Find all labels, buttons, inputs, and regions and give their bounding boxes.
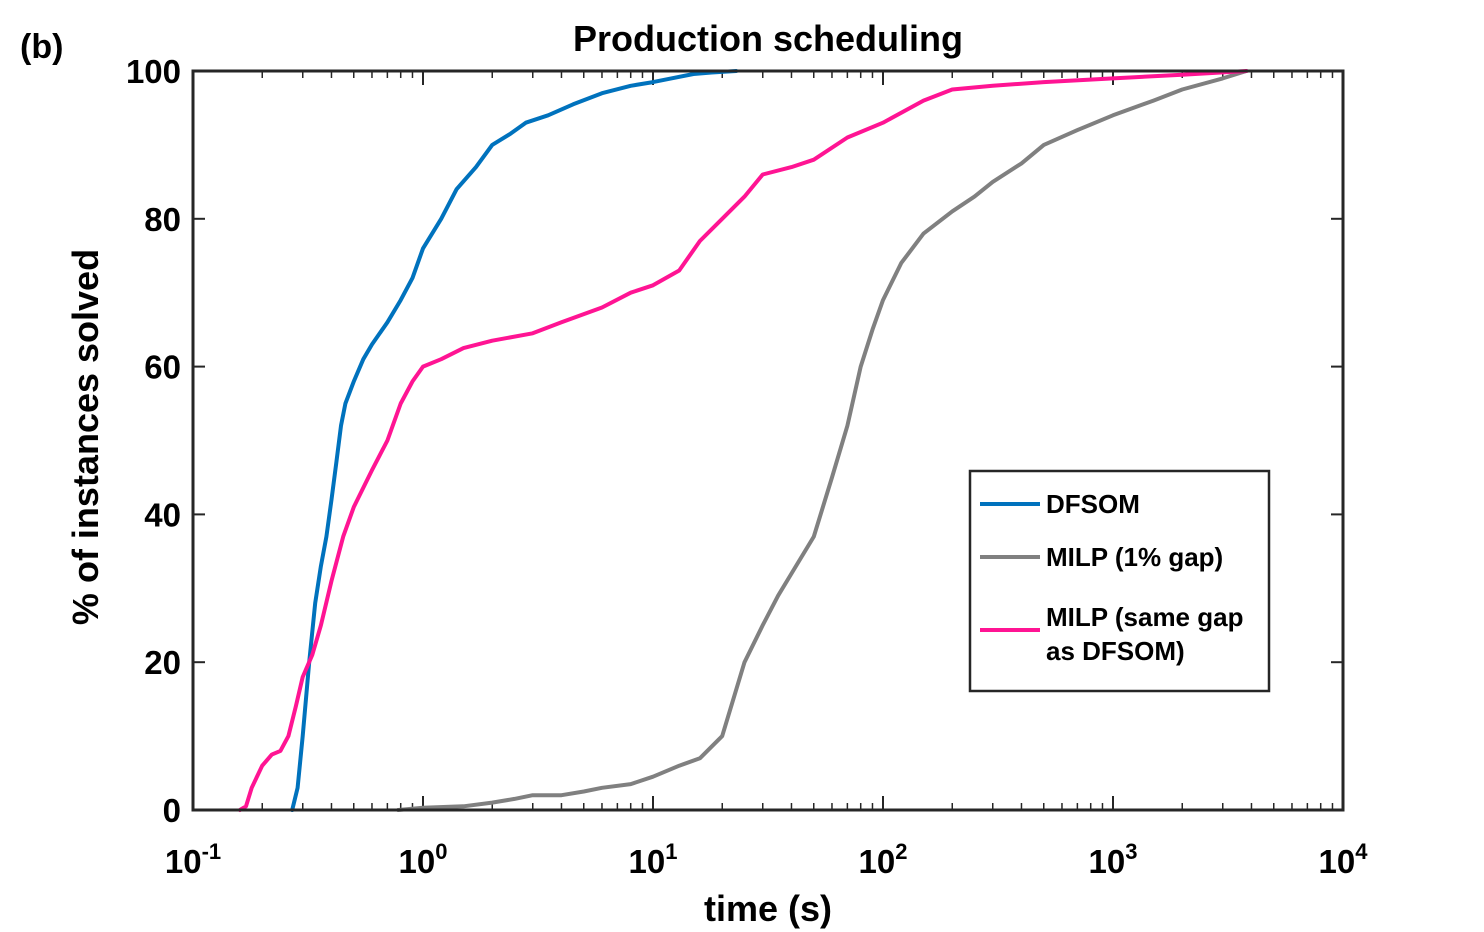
y-tick-label: 0 (163, 792, 181, 829)
y-tick-label: 100 (126, 53, 181, 90)
legend-box (968, 469, 1271, 693)
x-tick-label: 10-1 (165, 839, 221, 880)
y-tick-label: 20 (144, 644, 181, 681)
y-tick-label: 60 (144, 349, 181, 386)
series-layer (237, 69, 1249, 812)
legend-label-milp-same-gap-line2: as DFSOM) (1046, 636, 1185, 666)
y-tick-label: 80 (144, 201, 181, 238)
x-tick-label: 100 (399, 839, 448, 880)
axes-box (191, 69, 1345, 812)
legend-label-dfsom: DFSOM (1046, 489, 1140, 519)
y-axis-label: % of instances solved (65, 249, 106, 625)
x-tick-label: 102 (859, 839, 908, 880)
series-line-milp-same-gap (237, 69, 1249, 812)
y-ticks: 0 20 40 60 80 100 (126, 53, 1343, 829)
y-tick-label: 40 (144, 496, 181, 533)
series-line-dfsom (290, 69, 739, 812)
legend: DFSOM MILP (1% gap) MILP (same gap as DF… (968, 469, 1271, 693)
legend-label-milp-1pct: MILP (1% gap) (1046, 542, 1223, 572)
chart-title: Production scheduling (573, 18, 963, 59)
x-axis-label: time (s) (704, 888, 832, 929)
series-line-milp-1pct (396, 69, 1249, 812)
x-tick-label: 103 (1089, 839, 1138, 880)
legend-label-milp-same-gap-line1: MILP (same gap (1046, 602, 1243, 632)
x-tick-label: 101 (629, 839, 678, 880)
panel-label: (b) (20, 28, 63, 66)
x-tick-label: 104 (1319, 839, 1369, 880)
